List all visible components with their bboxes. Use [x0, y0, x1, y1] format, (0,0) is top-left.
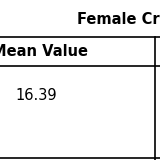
Text: Female Cr: Female Cr	[77, 12, 159, 28]
Text: 16.39: 16.39	[15, 88, 57, 103]
Text: Mean Value: Mean Value	[0, 44, 88, 60]
